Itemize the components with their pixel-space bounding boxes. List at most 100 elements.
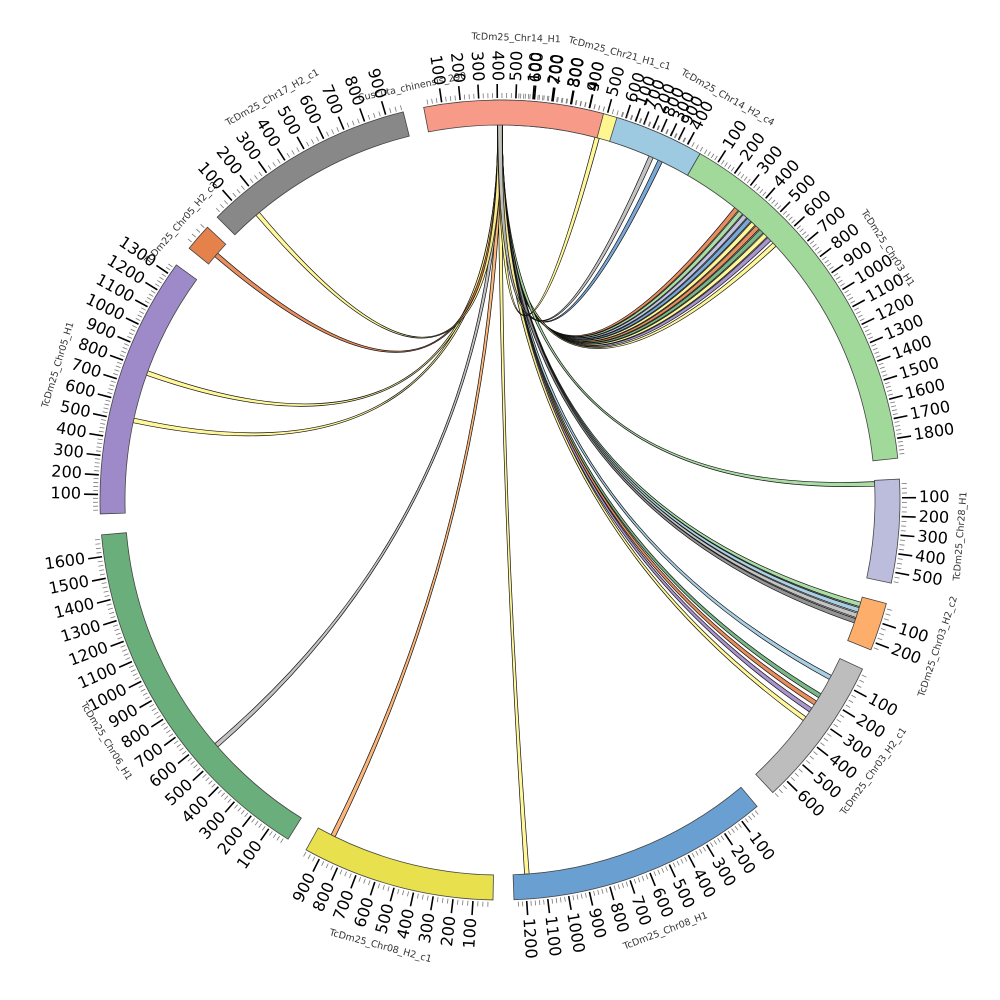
major-tick (793, 215, 806, 227)
minor-tick (897, 558, 903, 560)
minor-tick (139, 310, 144, 314)
major-tick (91, 577, 106, 582)
minor-tick (187, 757, 192, 762)
major-tick (882, 622, 897, 629)
minor-tick (346, 122, 350, 128)
tick-label: 400 (55, 418, 88, 442)
major-tick (741, 820, 751, 833)
minor-tick (734, 825, 739, 831)
minor-tick (838, 279, 843, 284)
minor-tick (648, 121, 652, 127)
minor-tick (665, 129, 669, 134)
minor-tick (102, 586, 108, 589)
minor-tick (561, 97, 564, 103)
minor-tick (756, 186, 761, 191)
minor-tick (754, 810, 759, 815)
minor-tick (856, 311, 861, 315)
minor-tick (547, 95, 550, 101)
minor-tick (336, 127, 340, 132)
minor-tick (98, 565, 104, 567)
tick-label: 200 (447, 52, 469, 84)
minor-tick (321, 861, 325, 866)
major-tick (625, 104, 632, 119)
major-tick (546, 899, 551, 914)
minor-tick (885, 613, 891, 616)
major-tick (163, 736, 176, 747)
major-tick (117, 335, 131, 343)
tick-label: 200 (51, 461, 83, 482)
minor-tick (107, 607, 113, 610)
minor-tick (151, 707, 157, 712)
minor-tick (682, 137, 686, 143)
minor-tick (720, 835, 725, 841)
tick-label: 500 (58, 396, 92, 421)
minor-tick (95, 547, 101, 550)
minor-tick (97, 560, 103, 563)
minor-tick (96, 446, 102, 448)
minor-tick (394, 106, 397, 112)
minor-tick (272, 162, 276, 167)
minor-tick (893, 581, 899, 584)
minor-tick (647, 121, 651, 127)
minor-tick (861, 674, 867, 678)
minor-tick (731, 828, 735, 833)
minor-tick (449, 96, 452, 102)
major-tick (296, 136, 305, 150)
minor-tick (782, 210, 787, 215)
minor-tick (357, 118, 360, 124)
ideogram-block (686, 153, 899, 462)
minor-tick (864, 329, 870, 333)
ideogram-block (847, 596, 887, 651)
minor-tick (879, 632, 885, 636)
minor-tick (836, 719, 842, 723)
minor-tick (195, 228, 201, 233)
minor-tick (128, 665, 134, 669)
major-tick (96, 598, 111, 604)
link-ribbon (255, 124, 503, 339)
minor-tick (894, 421, 900, 423)
major-tick (515, 84, 518, 99)
minor-tick (809, 755, 815, 760)
tick-label: 200 (544, 53, 567, 86)
minor-tick (730, 166, 735, 172)
minor-tick (103, 590, 109, 593)
minor-tick (621, 112, 624, 118)
minor-tick (557, 97, 559, 103)
minor-tick (127, 336, 133, 339)
minor-tick (896, 433, 902, 435)
minor-tick (617, 884, 620, 890)
minor-tick (593, 890, 596, 896)
major-tick (110, 640, 124, 648)
minor-tick (593, 104, 596, 110)
major-tick (819, 247, 832, 258)
minor-tick (657, 125, 661, 131)
ideogram-block (423, 99, 605, 139)
ideogram-block (216, 111, 410, 236)
tick-label: 200 (437, 915, 459, 948)
tick-label: 1000 (563, 911, 589, 954)
major-tick (125, 317, 139, 325)
minor-tick (886, 389, 892, 392)
minor-tick (877, 637, 883, 641)
minor-tick (280, 838, 284, 844)
major-tick (660, 118, 668, 133)
major-tick (224, 801, 236, 813)
minor-tick (620, 111, 624, 117)
minor-tick (254, 820, 259, 826)
minor-tick (859, 318, 865, 322)
minor-tick (110, 380, 116, 383)
major-tick (723, 832, 734, 846)
minor-tick (785, 213, 790, 218)
minor-tick (96, 442, 103, 445)
link-ribbon (330, 124, 503, 838)
ideogram-chr08c1: 100200300400500600700800900TcDm25_Chr08_… (289, 827, 494, 965)
minor-tick (205, 777, 210, 782)
minor-tick (638, 118, 642, 124)
tick-label: 1100 (541, 915, 565, 958)
minor-tick (875, 355, 881, 358)
minor-tick (215, 207, 220, 213)
minor-tick (871, 343, 877, 347)
minor-tick (135, 318, 141, 321)
minor-tick (153, 711, 159, 715)
major-tick (103, 373, 117, 380)
